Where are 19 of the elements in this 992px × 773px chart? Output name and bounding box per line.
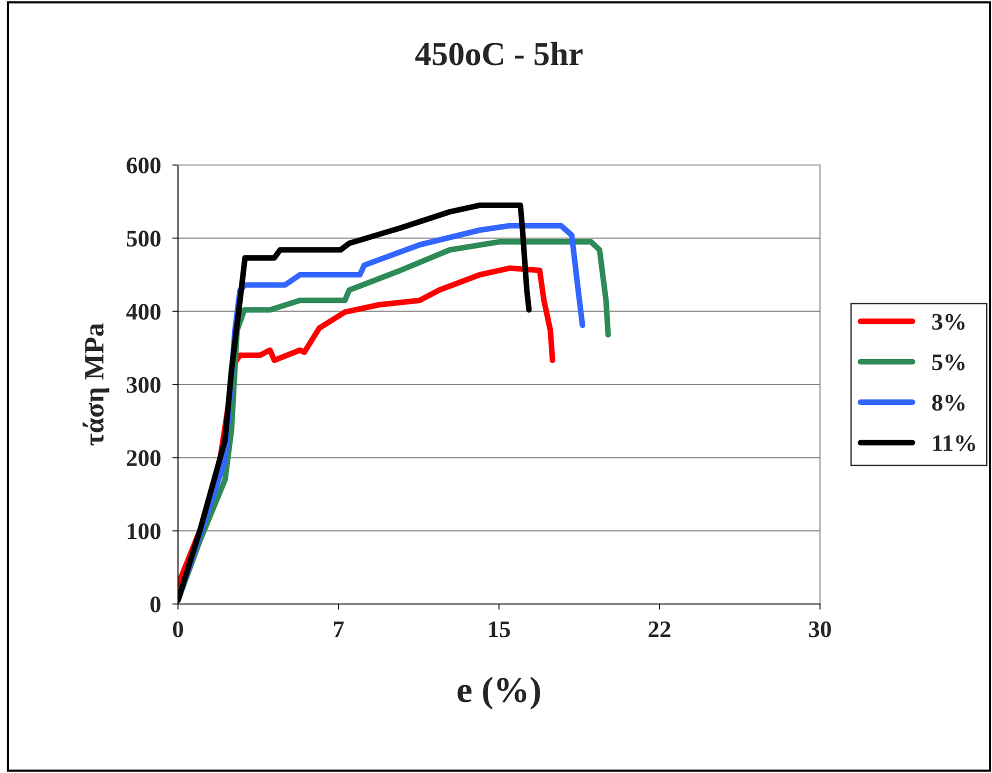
y-tick-label: 0 [150,596,160,612]
x-tick-label: 7 [334,622,344,638]
y-tick-label: 400 [126,304,160,320]
y-tick-label: 100 [128,523,160,540]
x-tick-label: 15 [489,621,510,638]
legend-label: 11% [933,435,976,452]
y-tick-label: 200 [126,450,160,466]
y-tick-label: 500 [126,230,160,247]
legend-label: 5% [932,354,965,370]
y-tick-label: 300 [126,376,160,393]
y-tick-label: 600 [126,157,160,174]
chart-title: 450oC - 5hr [415,42,583,66]
legend-label: 3% [932,314,965,330]
x-tick-label: 30 [809,621,831,638]
y-axis-title: τάση MPa [82,323,110,446]
x-tick-label: 22 [648,621,670,638]
x-axis-title: e (%) [458,676,540,710]
x-tick-label: 0 [172,621,184,638]
legend-label: 8% [932,394,965,411]
